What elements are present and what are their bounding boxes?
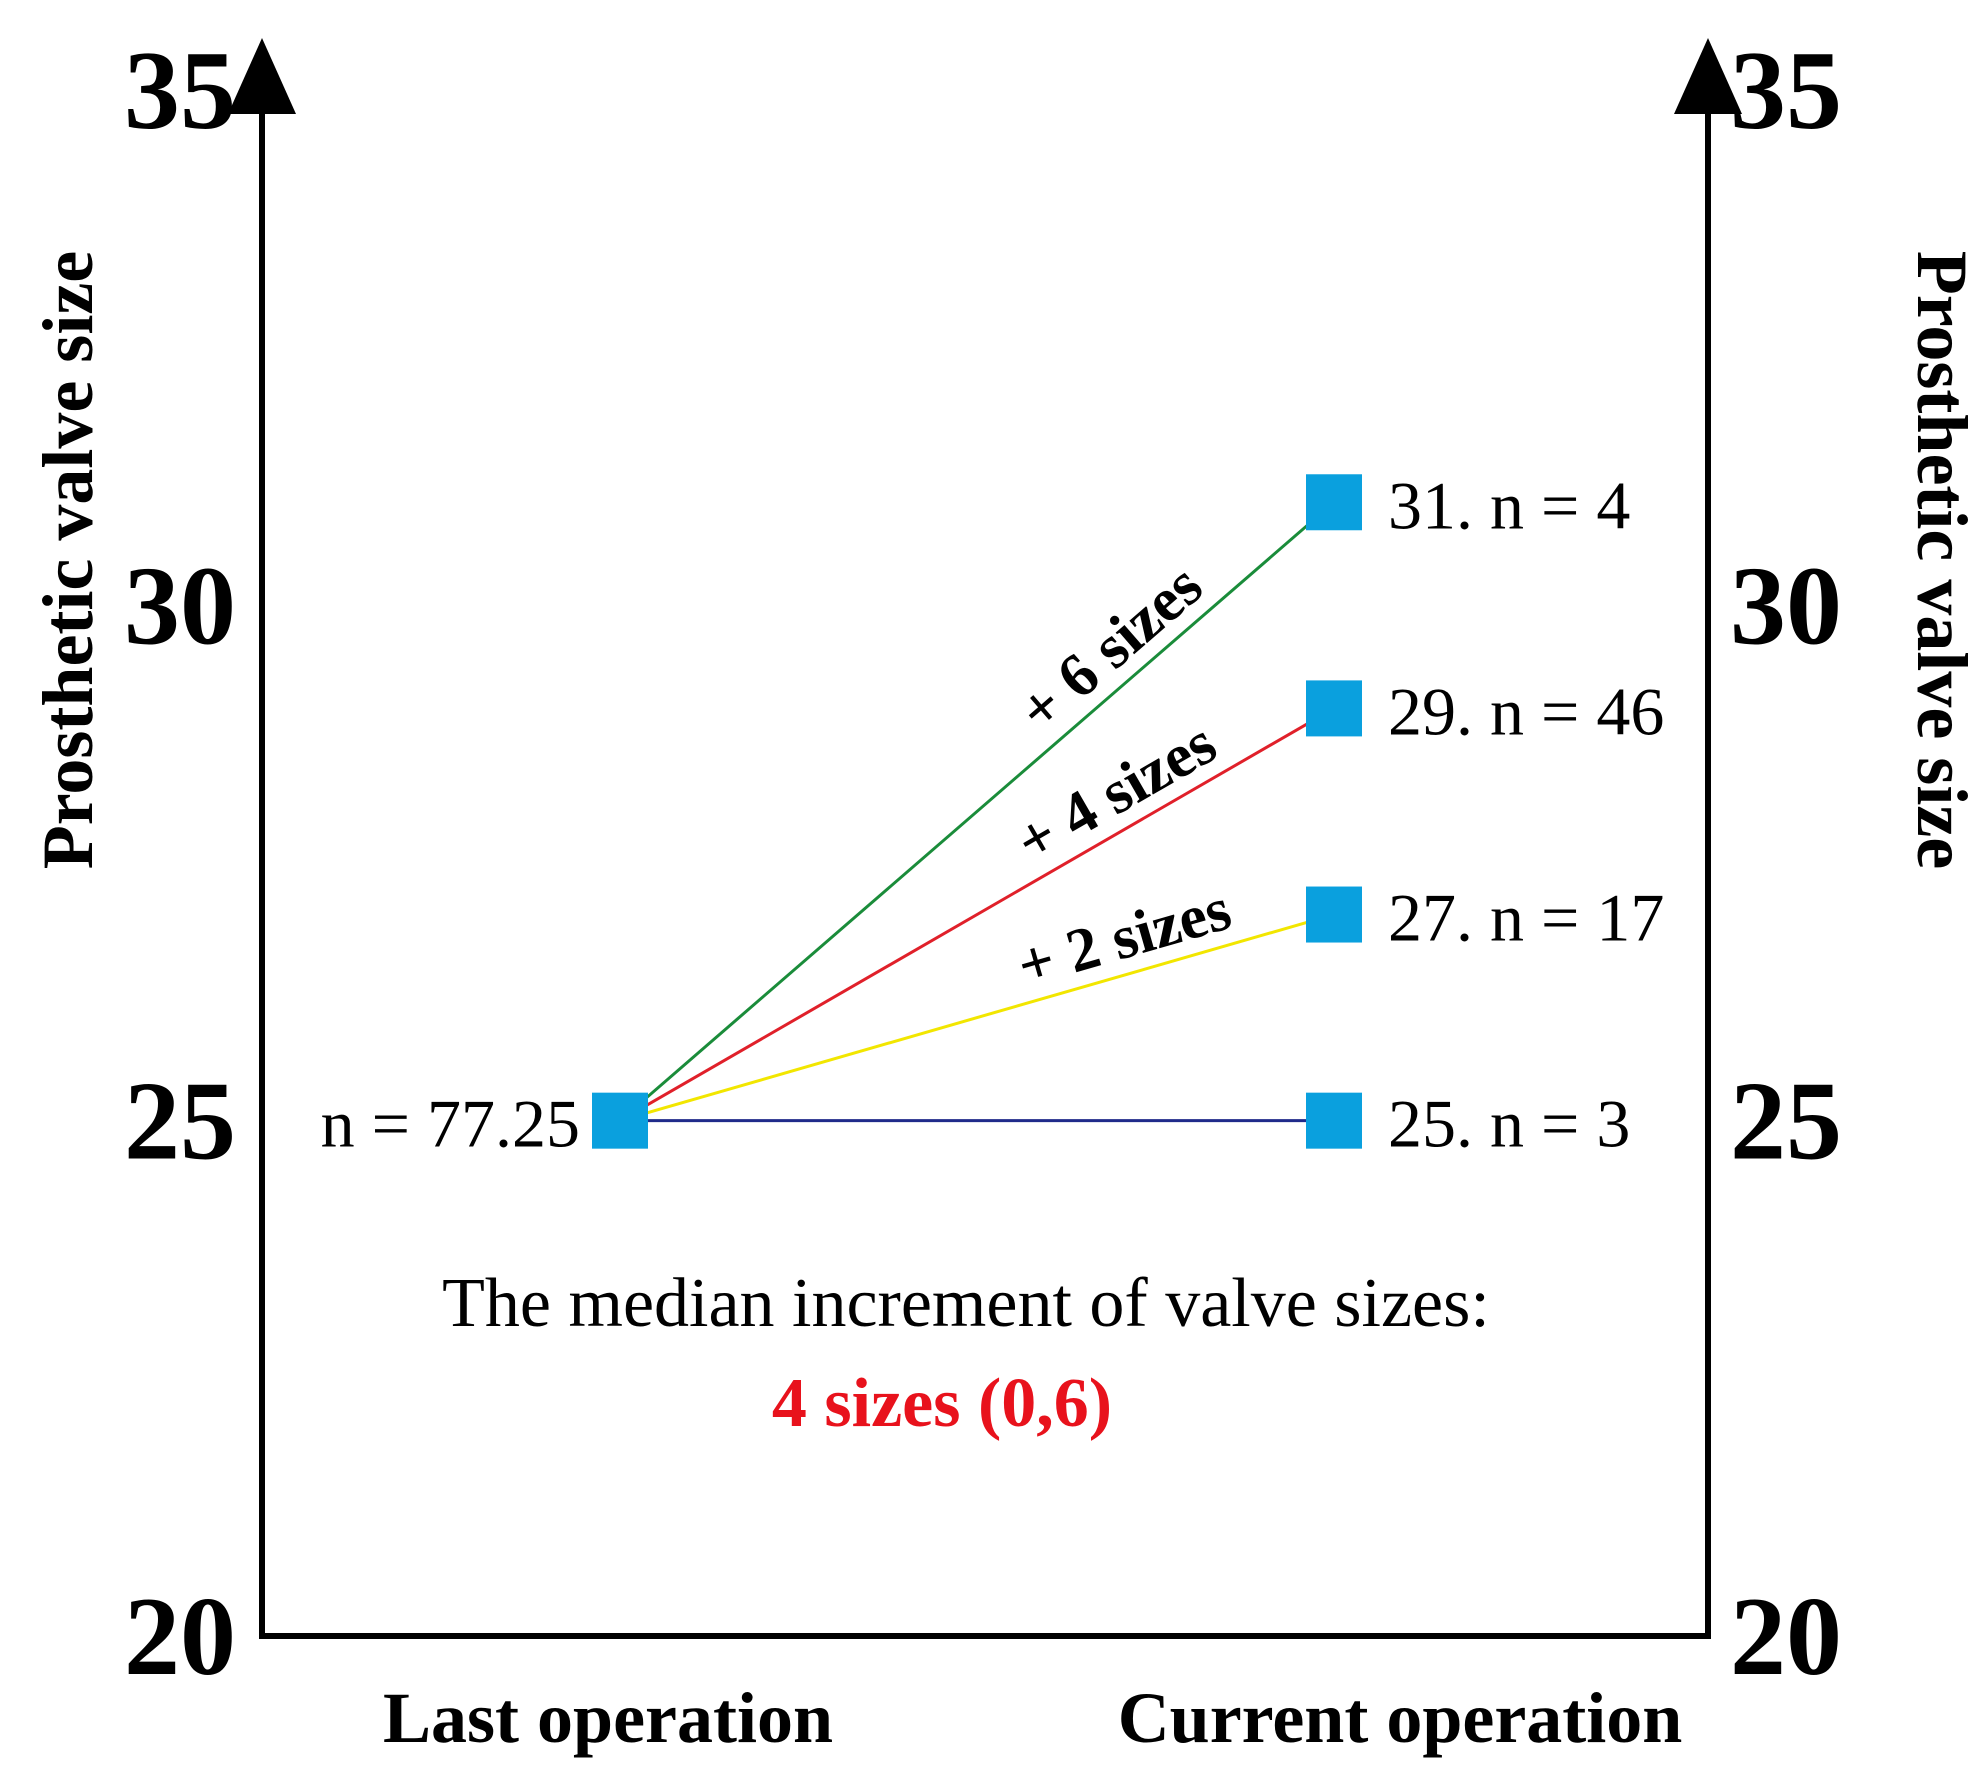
increment-label-27: + 2 sizes <box>1010 875 1238 1001</box>
end-point-label-31: 31. n = 4 <box>1388 467 1630 543</box>
end-point-label-25: 25. n = 3 <box>1388 1086 1630 1162</box>
median-note-line2: 4 sizes (0,6) <box>772 1365 1112 1442</box>
point-labels: n = 77.25 31. n = 4 29. n = 46 27. n = 17 25… <box>321 467 1665 1161</box>
series-line-to-29 <box>619 707 1335 1122</box>
tick-label-left-35: 35 <box>124 29 236 153</box>
series-lines <box>619 501 1335 1123</box>
marker-end-25 <box>1306 1092 1362 1149</box>
left-y-axis-title: Prosthetic valve size <box>28 251 108 869</box>
increment-label-29: + 4 sizes <box>1005 709 1228 877</box>
tick-label-right-25: 25 <box>1730 1060 1842 1184</box>
right-axis-arrow <box>1674 38 1742 114</box>
increment-labels: + 6 sizes+ 4 sizes+ 2 sizes <box>1005 551 1238 1000</box>
marker-end-31 <box>1306 474 1362 531</box>
marker-end-29 <box>1306 680 1362 737</box>
x-label-current-operation: Current operation <box>1118 1678 1683 1758</box>
start-point-label: n = 77.25 <box>321 1086 580 1162</box>
tick-label-left-20: 20 <box>124 1575 236 1699</box>
tick-label-left-30: 30 <box>124 544 236 668</box>
series-line-to-31 <box>619 501 1335 1122</box>
left-tick-labels: 20 25 30 35 <box>124 29 236 1699</box>
left-axis-arrow <box>228 38 296 114</box>
marker-start <box>592 1092 648 1149</box>
median-note-line1: The median increment of valve sizes: <box>442 1265 1490 1342</box>
tick-label-right-20: 20 <box>1730 1575 1842 1699</box>
end-point-label-27: 27. n = 17 <box>1388 880 1664 956</box>
marker-end-27 <box>1306 886 1362 943</box>
tick-label-left-25: 25 <box>124 1060 236 1184</box>
right-tick-labels: 20 25 30 35 <box>1730 29 1842 1699</box>
right-y-axis-title: Prosthetic valve size <box>1902 251 1978 869</box>
data-markers <box>592 474 1362 1149</box>
tick-label-right-35: 35 <box>1730 29 1842 153</box>
x-label-last-operation: Last operation <box>383 1678 833 1758</box>
end-point-label-29: 29. n = 46 <box>1388 673 1664 749</box>
tick-label-right-30: 30 <box>1730 544 1842 668</box>
series-line-to-27 <box>619 913 1335 1123</box>
